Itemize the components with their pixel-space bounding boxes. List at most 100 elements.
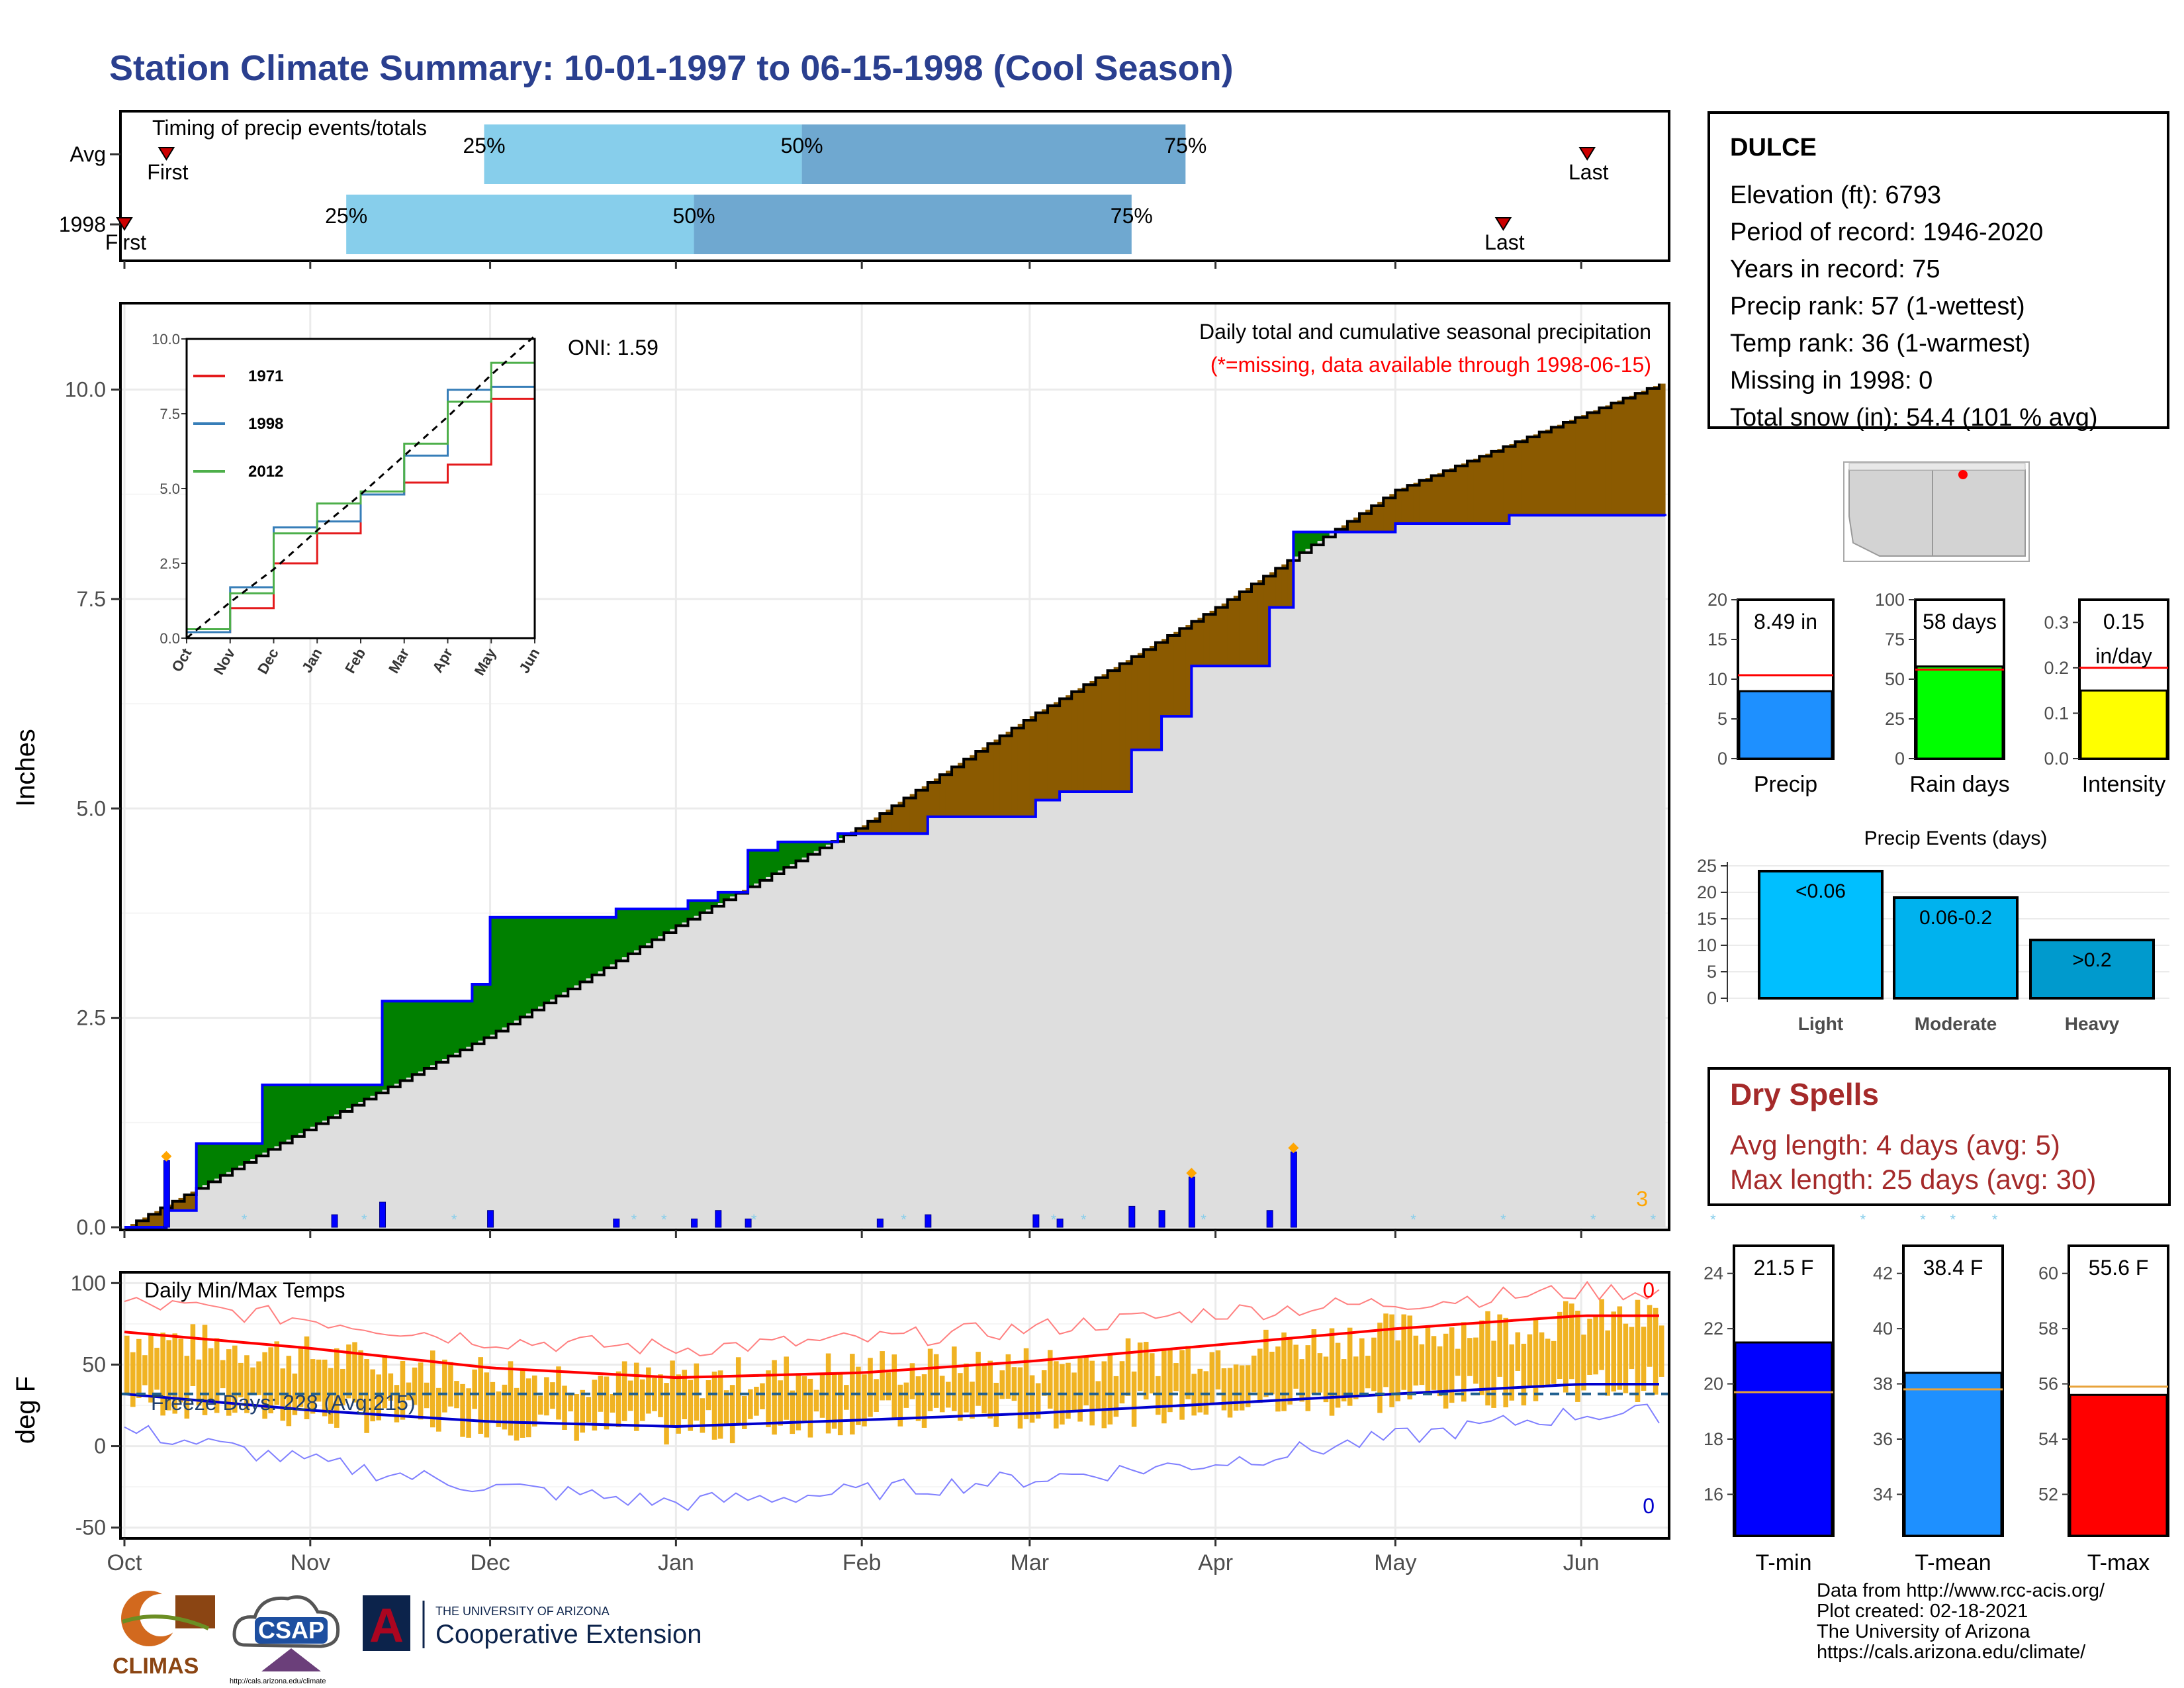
daily-temp-bar [178,1338,184,1403]
precip-anomaly-fill [436,1001,443,1062]
summary-bar-tick-label: 36 [1873,1429,1893,1449]
daily-temp-bar [1455,1348,1461,1376]
daily-temp-bar [1599,1299,1604,1370]
precip-anomaly-fill [550,917,557,1000]
precip-corner-count: 3 [1636,1187,1648,1211]
precip-base-fill [1563,515,1570,1227]
quartile-bar-upper [694,195,1132,254]
quantile-label: 50% [781,134,823,158]
daily-temp-bar [670,1360,675,1428]
footer: Data from http://www.rcc-acis.org/ Plot … [1817,1581,2105,1663]
daily-temp-bar [760,1383,765,1409]
inset-line-avg [186,335,535,639]
precip-anomaly-fill [472,984,479,1044]
precip-base-fill [1011,816,1019,1227]
temp-ytick-label: -50 [75,1516,106,1540]
station-info-box: DULCE Elevation (ft): 6793 Period of rec… [1707,111,2169,432]
precip-base-fill [1521,515,1528,1227]
precip-anomaly-fill [1173,632,1180,717]
summary-bar-tick-label: 52 [2038,1484,2058,1504]
precip-anomaly-fill [1377,502,1384,532]
precip-base-fill [1419,524,1426,1227]
snow-marker: * [1992,1211,1998,1228]
station-missing: Missing in 1998: 0 [1730,367,1933,395]
precip-anomaly-fill [621,909,629,958]
precip-base-fill [250,1159,257,1227]
precip-anomaly-fill [1221,603,1228,667]
daily-temp-bar [448,1362,453,1407]
precip-base-fill [531,1009,539,1227]
daily-temp-bar [304,1336,310,1420]
daily-temp-bar [214,1338,220,1413]
precip-base-fill [723,900,731,1227]
temp-line-record-max [124,1280,1660,1357]
precip-base-fill [1017,816,1024,1227]
daily-temp-bar [1251,1355,1257,1393]
precip-base-fill [1413,524,1420,1227]
precip-base-fill [640,947,647,1227]
precip-anomaly-fill [964,759,970,817]
precip-base-fill [1551,515,1558,1227]
footer-line-1: Data from http://www.rcc-acis.org/ [1817,1580,2105,1601]
snow-marker: * [361,1211,367,1228]
daily-temp-bar [1287,1338,1293,1405]
daily-temp-bar [915,1376,921,1421]
daily-temp-bar [1239,1365,1245,1411]
daily-temp-bar [1317,1353,1323,1393]
summary-bar-label: Precip [1754,772,1817,797]
precip-anomaly-fill [970,755,976,817]
summary-bar-tick-label: 38 [1873,1374,1893,1394]
precip-subtitle: (*=missing, data available through 1998-… [1210,353,1651,377]
precip-base-fill [460,1050,467,1227]
event-bar-label: Light [1798,1013,1843,1034]
precip-anomaly-fill [525,917,533,1014]
daily-temp-bar [627,1380,633,1411]
precip-base-fill [856,833,862,1227]
precip-anomaly-fill [1443,471,1450,524]
precip-base-fill [615,961,623,1227]
precip-anomaly-fill [1035,712,1042,800]
precip-ytick-label: 10.0 [65,378,106,402]
daily-temp-bar [933,1354,939,1408]
precip-base-fill [574,985,581,1227]
precip-anomaly-fill [754,850,760,884]
month-label: Jun [1563,1550,1600,1575]
precip-anomaly-fill [939,774,946,817]
precip-anomaly-fill [1629,395,1636,516]
precip-base-fill [418,1071,425,1227]
precip-anomaly-fill [1263,576,1270,667]
daily-temp-bar [1533,1317,1539,1401]
daily-temp-bar [592,1380,598,1431]
precip-anomaly-fill [945,771,952,817]
precip-anomaly-fill [346,1084,353,1109]
precip-anomaly-fill [190,1192,197,1211]
precip-anomaly-fill [478,984,485,1041]
snow-marker: * [901,1211,907,1228]
precip-anomaly-fill [927,782,934,817]
snow-marker: * [1201,1211,1206,1228]
precip-base-fill [688,919,695,1227]
daily-temp-bar [874,1379,879,1412]
daily-precip-bar [1266,1210,1273,1228]
precip-base-fill [1545,515,1552,1227]
last-marker-label: Last [1484,230,1525,254]
precip-base-fill [1023,816,1030,1227]
precip-anomaly-fill [1107,671,1115,792]
precip-anomaly-fill [1269,572,1276,608]
daily-precip-bar [1158,1210,1165,1228]
quartile-bar-lower [484,124,802,184]
daily-temp-bar [1119,1361,1125,1404]
daily-temp-bar [1425,1327,1431,1392]
timing-title: Timing of precip events/totals [152,116,427,140]
daily-temp-bar [1659,1325,1664,1377]
daily-temp-bar [298,1347,304,1407]
precip-base-fill [1281,607,1288,1227]
precip-base-fill [711,906,719,1227]
summary-bar-tick-label: 10 [1707,669,1727,689]
precip-anomaly-fill [1293,532,1300,557]
month-label: Mar [1011,1550,1050,1575]
first-marker-label: First [105,230,146,254]
precip-anomaly-fill [1515,442,1522,516]
daily-temp-bar [154,1348,159,1390]
precip-base-fill [196,1188,203,1227]
